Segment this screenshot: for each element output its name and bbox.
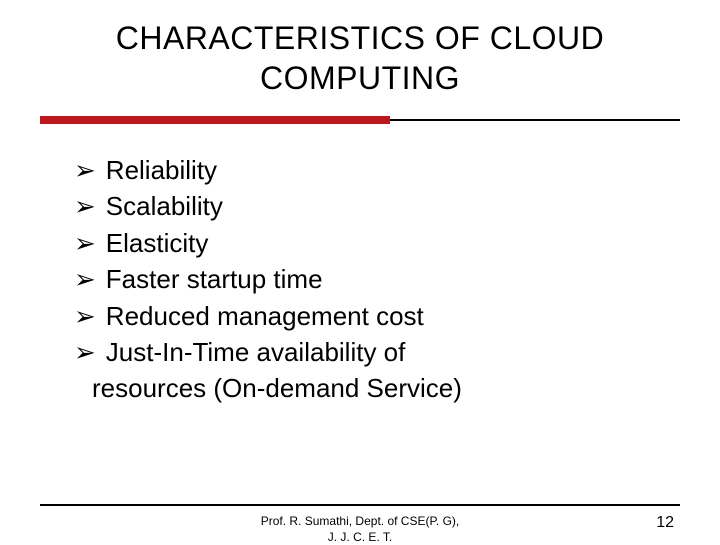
bullet-item: ➢ Reduced management cost [74,298,670,334]
bullet-text: Faster startup time [106,264,323,294]
bullet-marker-icon: ➢ [74,191,96,221]
title-line-1: CHARACTERISTICS OF CLOUD [116,20,604,56]
page-number: 12 [656,514,674,532]
bullet-marker-icon: ➢ [74,301,96,331]
title-line-2: COMPUTING [260,60,460,96]
bullet-marker-icon: ➢ [74,264,96,294]
footer-author-line1: Prof. R. Sumathi, Dept. of CSE(P. G), [261,514,460,528]
bullet-item: ➢ Reliability [74,152,670,188]
bullet-item: ➢ Elasticity [74,225,670,261]
bullet-text: Reduced management cost [106,301,424,331]
slide: CHARACTERISTICS OF CLOUD COMPUTING ➢ Reli… [0,0,720,540]
bullet-marker-icon: ➢ [74,155,96,185]
divider-accent-bar [40,116,390,124]
bullet-item: ➢ Scalability [74,188,670,224]
bullet-item: ➢ Just-In-Time availability of [74,334,670,370]
bullet-text: Just-In-Time availability of [106,337,406,367]
bullet-text: Elasticity [106,228,209,258]
bullet-marker-icon: ➢ [74,228,96,258]
footer-author: Prof. R. Sumathi, Dept. of CSE(P. G), J.… [0,514,720,545]
bullet-wrap-line: resources (On-demand Service) [74,370,670,406]
bullet-text: Reliability [106,155,217,185]
title-divider [40,116,680,124]
bullet-list: ➢ Reliability ➢ Scalability ➢ Elasticity ➢ F… [40,152,680,407]
bullet-item: ➢ Faster startup time [74,261,670,297]
bullet-text: Scalability [106,191,223,221]
footer-author-line2: J. J. C. E. T. [328,530,392,544]
bullet-marker-icon: ➢ [74,337,96,367]
slide-title: CHARACTERISTICS OF CLOUD COMPUTING [40,18,680,98]
footer-divider-line [40,504,680,506]
